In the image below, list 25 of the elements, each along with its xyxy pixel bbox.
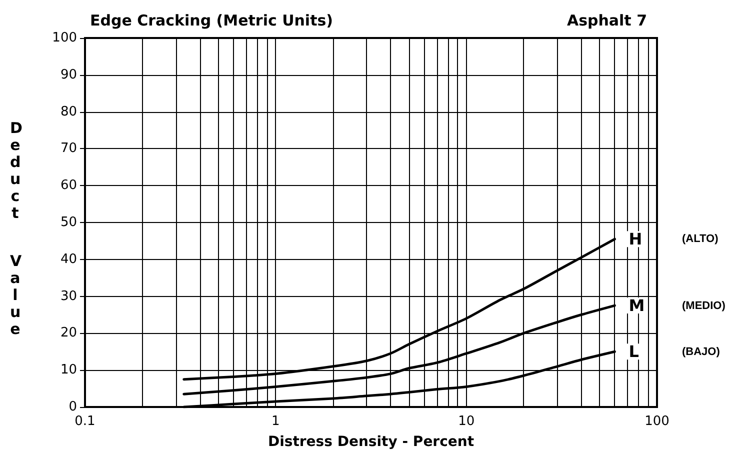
y-tick-label: 20: [60, 326, 77, 341]
series-label: H: [628, 230, 642, 249]
y-tick-label: 60: [60, 178, 77, 194]
y-tick-label: 80: [60, 104, 77, 120]
x-tick-label: 1: [272, 414, 280, 429]
series-label: M: [628, 296, 645, 316]
x-tick-label: 100: [644, 414, 670, 429]
x-tick-label: 10: [458, 414, 475, 429]
y-tick-label: 50: [60, 215, 77, 230]
chart-subtitle: Asphalt 7: [566, 12, 647, 30]
text: Deduct Value: [10, 119, 22, 338]
x-axis-title: Distress Density - Percent: [268, 434, 474, 450]
series-label: L: [628, 342, 639, 362]
y-tick-label: 30: [60, 288, 77, 304]
y-tick-label: 90: [60, 67, 77, 82]
y-tick-label: 10: [60, 362, 77, 378]
x-tick-label: 0.1: [74, 414, 96, 429]
y-tick-label: 0: [68, 400, 77, 414]
y-tick-label: 40: [60, 252, 77, 267]
chart-title: Edge Cracking (Metric Units): [90, 12, 334, 30]
text: (MEDIO): [682, 300, 726, 312]
y-tick-label: 70: [60, 141, 77, 156]
text: (ALTO): [682, 233, 718, 246]
y-tick-label: 100: [52, 30, 77, 46]
text: (BAJO): [682, 346, 720, 358]
